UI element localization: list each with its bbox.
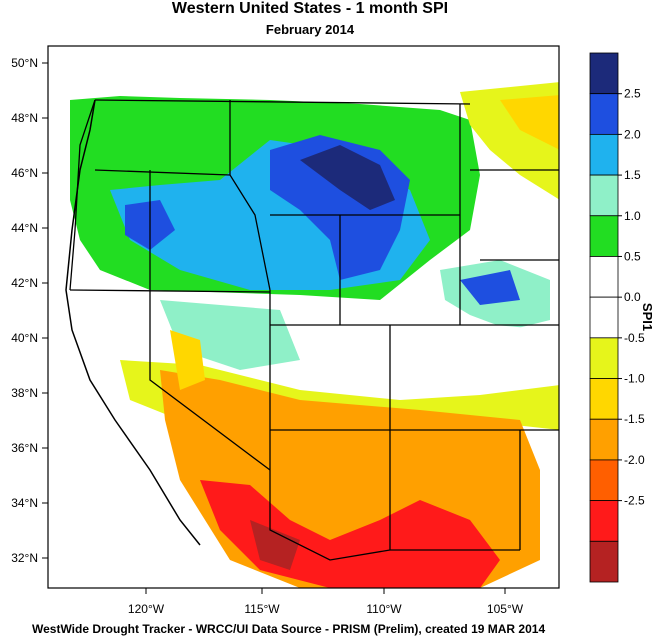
colorbar-tick-label: 0.0 xyxy=(624,290,641,304)
colorbar-label: SPI1 xyxy=(640,303,655,331)
colorbar-swatch xyxy=(589,459,619,502)
lat-label-42: 42°N xyxy=(11,276,38,290)
lat-label-50: 50°N xyxy=(11,56,38,70)
colorbar-tick-label: -2.0 xyxy=(624,453,645,467)
colorbar-swatch xyxy=(589,540,619,583)
footer-credit: WestWide Drought Tracker - WRCC/UI Data … xyxy=(32,622,546,636)
colorbar-swatch xyxy=(589,337,619,379)
lat-label-36: 36°N xyxy=(11,441,38,455)
colorbar-swatch xyxy=(589,52,619,95)
colorbar-swatch xyxy=(589,296,619,339)
colorbar-tick-label: 1.5 xyxy=(624,168,641,182)
colorbar-swatch xyxy=(589,215,619,257)
colorbar: 2.5 2.0 1.5 1.0 0.5 0.0 -0.5 -1.0 -1.5 -2.0 -2.5 xyxy=(589,52,645,583)
colorbar-swatch xyxy=(589,418,619,461)
colorbar-swatch xyxy=(589,256,619,298)
lat-label-44: 44°N xyxy=(11,221,38,235)
lat-label-38: 38°N xyxy=(11,386,38,400)
colorbar-tick-label: 1.0 xyxy=(624,209,641,223)
lon-label-115: 115°W xyxy=(244,602,280,616)
colorbar-tick-label: 2.0 xyxy=(624,127,641,141)
colorbar-swatch xyxy=(589,378,619,420)
lat-label-34: 34°N xyxy=(11,496,38,510)
lon-axis: 120°W 115°W 110°W 105°W xyxy=(128,588,524,616)
lon-label-120: 120°W xyxy=(128,602,165,616)
lat-axis: 50°N 48°N 46°N 44°N 42°N 40°N 38°N 36°N … xyxy=(11,56,48,565)
colorbar-swatch xyxy=(589,133,619,176)
lat-label-48: 48°N xyxy=(11,111,38,125)
lon-label-110: 110°W xyxy=(366,602,402,616)
colorbar-swatch xyxy=(589,500,619,542)
colorbar-tick-label: -1.5 xyxy=(624,412,645,426)
colorbar-tick-label: 2.5 xyxy=(624,87,641,101)
lat-label-40: 40°N xyxy=(11,331,38,345)
lat-label-46: 46°N xyxy=(11,166,38,180)
map-subtitle: February 2014 xyxy=(265,22,355,37)
lon-label-105: 105°W xyxy=(487,602,524,616)
spi-field xyxy=(70,82,559,588)
map-title: Western United States - 1 month SPI xyxy=(171,0,449,17)
colorbar-tick-label: -1.0 xyxy=(624,372,645,386)
colorbar-tick-label: -2.5 xyxy=(624,494,645,508)
map-border xyxy=(47,45,560,589)
state-borders xyxy=(69,99,559,561)
colorbar-tick-label: 0.5 xyxy=(624,249,641,263)
colorbar-swatch xyxy=(589,93,619,135)
colorbar-swatch xyxy=(589,174,619,217)
colorbar-tick-label: -0.5 xyxy=(624,331,645,345)
lat-label-32: 32°N xyxy=(11,551,38,565)
coastline xyxy=(65,99,201,546)
